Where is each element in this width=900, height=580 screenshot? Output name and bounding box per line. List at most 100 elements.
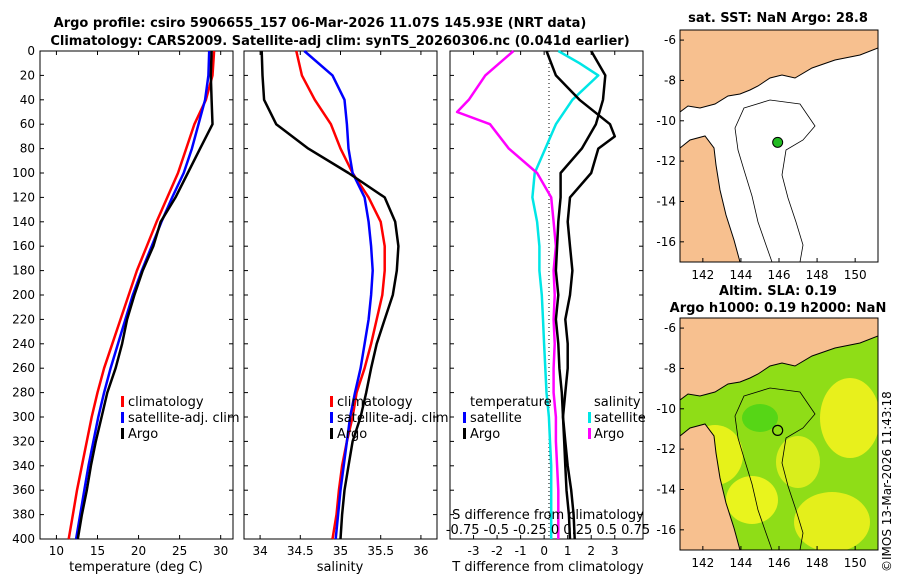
legend-label-s-argo: Argo [594, 427, 624, 442]
temperature-legend: climatology satellite-adj. clim Argo [121, 395, 240, 442]
land-cape-york [680, 423, 741, 550]
legend-swatch-argo [330, 428, 333, 439]
map-y-tick-label: -14 [656, 482, 676, 496]
x-tick-label: 15 [90, 544, 105, 558]
x-tick-label: 34 [252, 544, 267, 558]
series-line-t-satellite [531, 49, 600, 539]
legend-label-t-argo: Argo [470, 427, 500, 442]
map-x-tick-label: 144 [729, 268, 752, 282]
legend-swatch-climatology [330, 396, 333, 407]
sla-map-title: Altim. SLA: 0.19 [719, 284, 837, 299]
x-tick-label: 3 [611, 544, 619, 558]
sst-map-title: sat. SST: NaN Argo: 28.8 [688, 11, 868, 26]
y-tick-label: 300 [12, 410, 35, 424]
s-difference-ticks: -0.75 -0.5 -0.25 0 0.25 0.5 0.75 [446, 523, 650, 538]
map-y-tick-label: -6 [664, 321, 676, 335]
series-line-argo [76, 50, 214, 540]
legend-swatch-s-satellite [588, 412, 591, 423]
legend-label-argo: Argo [128, 427, 158, 442]
x-tick-label: 35.5 [367, 544, 394, 558]
salinity-panel: 34 34.5 35 35.5 36 salinity climatology sate… [243, 50, 449, 575]
legend-label-climatology: climatology [128, 395, 204, 410]
map-y-tick-label: -10 [656, 402, 676, 416]
y-tick-label: 320 [12, 434, 35, 448]
map-y-tick-label: -8 [664, 361, 676, 375]
legend-swatch-satellite [330, 412, 333, 423]
x-tick-label: 1 [564, 544, 572, 558]
sla-high-region [794, 492, 870, 550]
legend-swatch-s-argo [588, 428, 591, 439]
y-tick-label: 20 [20, 68, 35, 82]
map-y-tick-label: -6 [664, 33, 676, 47]
series-line-t-argo [545, 50, 617, 540]
legend-title-salinity: salinity [594, 395, 641, 410]
argo-location-marker [772, 424, 784, 436]
sla-high-region [726, 476, 778, 524]
y-tick-label: 240 [12, 337, 35, 351]
temperature-panel: 10 15 20 25 30020406080100120140160180200220… [12, 44, 240, 575]
sla-map-subtitle: Argo h1000: 0.19 h2000: NaN [670, 301, 887, 316]
y-tick-label: 280 [12, 386, 35, 400]
legend-swatch-climatology [121, 396, 124, 407]
map-x-tick-label: 142 [691, 556, 714, 570]
legend-label-satellite: satellite-adj. clim [128, 411, 240, 426]
y-tick-label: 140 [12, 215, 35, 229]
sla-low-region [742, 404, 778, 432]
land-new-guinea [680, 318, 878, 401]
sla-high-region [820, 378, 878, 458]
x-tick-label: -3 [468, 544, 480, 558]
imos-watermark: ©IMOS 13-Mar-2026 11:43:18 [880, 391, 894, 572]
x-tick-label: 0 [540, 544, 548, 558]
s-difference-label: S difference from climatology [452, 508, 644, 523]
legend-label-climatology: climatology [337, 395, 413, 410]
map-y-tick-label: -10 [656, 114, 676, 128]
land-new-guinea [680, 30, 878, 113]
map-x-tick-label: 146 [768, 268, 791, 282]
y-tick-label: 80 [20, 142, 35, 156]
map-x-tick-label: 148 [806, 556, 829, 570]
y-tick-label: 120 [12, 190, 35, 204]
series-line-s-satellite [455, 50, 560, 539]
map-x-tick-label: 150 [844, 268, 867, 282]
salinity-xlabel: salinity [317, 560, 364, 575]
legend-label-argo: Argo [337, 427, 367, 442]
y-tick-label: 160 [12, 239, 35, 253]
map-y-tick-label: -16 [656, 235, 676, 249]
difference-legend: temperature satellite Argo salinity sate… [463, 395, 646, 442]
y-tick-label: 60 [20, 117, 35, 131]
y-tick-label: 180 [12, 264, 35, 278]
legend-swatch-satellite [121, 412, 124, 423]
map-x-tick-label: 146 [768, 556, 791, 570]
map-y-tick-label: -16 [656, 523, 676, 537]
argo-location-marker [772, 136, 784, 148]
t-difference-xlabel: T difference from climatology [451, 560, 644, 575]
difference-panel: -3 -2 -1 0 1 2 3 S difference from climatology… [446, 49, 650, 575]
x-tick-label: 34.5 [287, 544, 314, 558]
x-tick-label: 30 [213, 544, 228, 558]
map-x-tick-label: 142 [691, 268, 714, 282]
y-tick-label: 100 [12, 166, 35, 180]
sla-map: Altim. SLA: 0.19 Argo h1000: 0.19 h2000:… [656, 284, 886, 570]
bathymetry-contour [734, 387, 816, 550]
map-x-tick-label: 144 [729, 556, 752, 570]
y-tick-label: 200 [12, 288, 35, 302]
y-tick-label: 0 [27, 44, 35, 58]
salinity-legend: climatology satellite-adj. clim Argo [330, 395, 449, 442]
y-tick-label: 220 [12, 312, 35, 326]
y-tick-label: 380 [12, 508, 35, 522]
x-tick-label: 20 [131, 544, 146, 558]
x-tick-label: -1 [515, 544, 527, 558]
sla-high-region [776, 436, 820, 488]
y-tick-label: 400 [12, 532, 35, 546]
map-y-tick-label: -12 [656, 442, 676, 456]
x-tick-label: -2 [491, 544, 503, 558]
legend-swatch-t-satellite [463, 412, 466, 423]
bathymetry-contour [734, 99, 816, 262]
figure-title-line1: Argo profile: csiro 5906655_157 06-Mar-2… [54, 16, 587, 31]
y-tick-label: 40 [20, 93, 35, 107]
series-line-argo [260, 50, 400, 540]
y-tick-label: 340 [12, 459, 35, 473]
map-x-tick-label: 150 [844, 556, 867, 570]
map-y-tick-label: -8 [664, 73, 676, 87]
